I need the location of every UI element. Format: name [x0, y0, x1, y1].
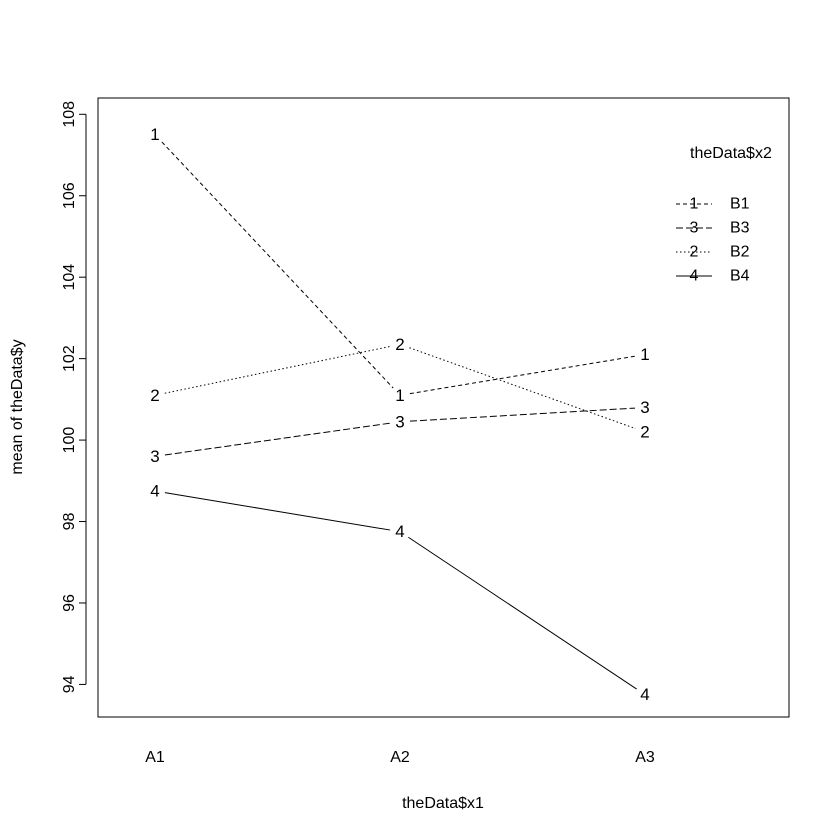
legend-label: B2	[730, 244, 750, 261]
legend-symbol: 3	[690, 220, 699, 237]
y-tick-label: 96	[61, 594, 78, 612]
series-B1: 1 1 1	[150, 125, 649, 405]
legend-title: theData$x2	[690, 145, 772, 162]
data-point-marker: 4	[150, 481, 159, 500]
x-axis-title: theData$x1	[402, 795, 484, 812]
series-layer: 1 1 1 2 2 2 3 3 3 4 4 4	[150, 125, 649, 704]
legend-symbol: 2	[690, 244, 699, 261]
data-point-marker: 1	[640, 345, 649, 364]
series-line-segment	[409, 355, 636, 395]
series-line-segment	[409, 407, 636, 422]
y-tick-label: 106	[61, 182, 78, 209]
legend-item: 2 B2	[676, 244, 750, 261]
series-line-segment	[164, 492, 391, 531]
data-point-marker: 2	[395, 335, 404, 354]
legend-label: B1	[730, 196, 750, 213]
legend-item: 1 B1	[676, 196, 750, 213]
data-point-marker: 3	[395, 412, 404, 431]
series-line-segment	[409, 347, 636, 430]
series-line-segment	[408, 536, 637, 690]
data-point-marker: 1	[150, 125, 159, 144]
legend-symbol: 4	[690, 268, 699, 285]
series-line-segment	[161, 141, 394, 389]
data-point-marker: 2	[640, 422, 649, 441]
y-tick-label: 100	[61, 427, 78, 454]
legend: theData$x2 1 B1 3 B3 2 B2 4 B4	[676, 145, 772, 285]
plot-frame	[97, 97, 790, 718]
legend-label: B4	[730, 268, 750, 285]
x-tick-label: A1	[145, 749, 165, 766]
x-axis: A1 A2 A3	[145, 749, 655, 766]
data-point-marker: 4	[640, 685, 649, 704]
legend-symbol: 1	[690, 196, 699, 213]
y-tick-label: 108	[61, 101, 78, 128]
series-line-segment	[164, 422, 391, 456]
data-point-marker: 3	[150, 447, 159, 466]
y-tick-label: 102	[61, 345, 78, 372]
y-tick-label: 94	[61, 675, 78, 693]
y-tick-label: 98	[61, 513, 78, 531]
series-B3: 3 3 3	[150, 398, 649, 466]
legend-item: 3 B3	[676, 220, 750, 237]
legend-label: B3	[730, 220, 750, 237]
legend-item: 4 B4	[676, 268, 750, 285]
data-point-marker: 3	[640, 398, 649, 417]
y-axis: 94 96 98 100 102 104 106 108	[61, 101, 87, 693]
data-point-marker: 4	[395, 522, 404, 541]
x-tick-label: A3	[635, 749, 655, 766]
data-point-marker: 2	[150, 386, 159, 405]
series-B2: 2 2 2	[150, 335, 649, 442]
y-axis-title: mean of theData$y	[9, 339, 26, 474]
series-B4: 4 4 4	[150, 481, 649, 704]
y-tick-label: 104	[61, 264, 78, 291]
x-tick-label: A2	[390, 749, 410, 766]
data-point-marker: 1	[395, 386, 404, 405]
